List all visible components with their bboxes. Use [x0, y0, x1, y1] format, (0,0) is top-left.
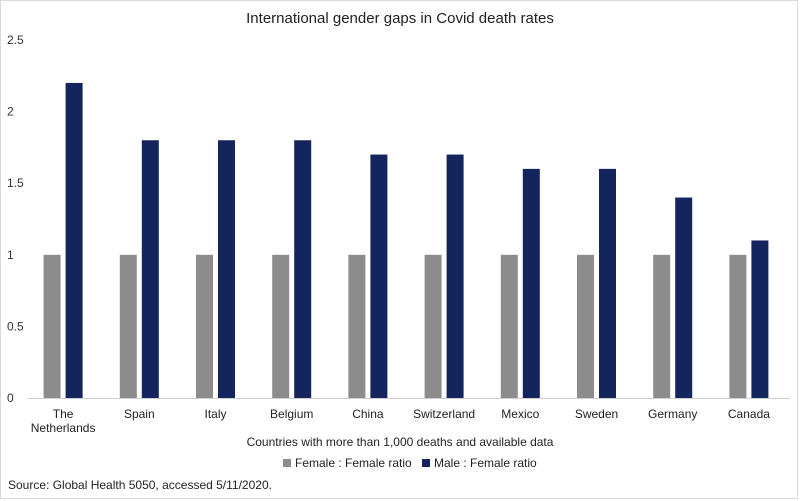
- bar-male-ratio: [446, 154, 464, 398]
- bars: [43, 82, 769, 399]
- bar-female-ratio: [653, 254, 671, 398]
- x-tick-label-line: Netherlands: [31, 421, 96, 435]
- x-tick-label-line: Germany: [648, 407, 697, 421]
- x-tick-label-line: Mexico: [501, 407, 539, 421]
- legend-swatch-female: [283, 459, 291, 467]
- x-tick-label-line: Italy: [204, 407, 226, 421]
- x-tick-label-line: China: [352, 407, 384, 421]
- bar-male-ratio: [218, 140, 235, 399]
- x-tick-label: Mexico: [501, 407, 539, 421]
- legend-swatch-male: [422, 459, 430, 467]
- x-tick-label: Canada: [728, 407, 770, 421]
- y-tick-label: 1: [7, 248, 14, 262]
- y-tick-label: 0: [7, 391, 14, 405]
- bar-female-ratio: [43, 254, 61, 398]
- bar-male-ratio: [675, 197, 693, 398]
- x-axis-label: Countries with more than 1,000 deaths an…: [247, 435, 554, 449]
- x-tick-label-line: Switzerland: [413, 407, 475, 421]
- bar-male-ratio: [599, 168, 616, 398]
- x-tick-label: Switzerland: [413, 407, 475, 421]
- x-tick-label-line: Sweden: [575, 407, 618, 421]
- x-tick-label-line: The: [53, 407, 74, 421]
- bar-male-ratio: [65, 82, 83, 399]
- chart-title: International gender gaps in Covid death…: [246, 10, 554, 27]
- bar-female-ratio: [424, 254, 442, 398]
- y-axis-ticks: 0 0.5 1 1.5 2 2.5: [7, 33, 24, 405]
- x-tick-label: Spain: [124, 407, 155, 421]
- y-tick-label: 0.5: [7, 319, 24, 333]
- bar-chart: International gender gaps in Covid death…: [7, 10, 790, 470]
- y-tick-label: 1.5: [7, 176, 24, 190]
- bar-female-ratio: [119, 254, 137, 398]
- bar-male-ratio: [522, 168, 540, 398]
- bar-male-ratio: [751, 240, 769, 398]
- x-axis-categories: The Netherlands Spain Italy Belgium China Swit…: [31, 407, 770, 435]
- x-tick-label: Italy: [204, 407, 226, 421]
- source-note: Source: Global Health 5050, accessed 5/1…: [8, 478, 272, 492]
- bar-male-ratio: [370, 154, 388, 398]
- bar-female-ratio: [577, 254, 594, 398]
- x-tick-label-line: Canada: [728, 407, 770, 421]
- bar-female-ratio: [500, 254, 518, 398]
- x-tick-label: Belgium: [270, 407, 313, 421]
- bar-female-ratio: [729, 254, 747, 398]
- x-tick-label: Germany: [648, 407, 697, 421]
- bar-female-ratio: [196, 254, 213, 398]
- legend: Female : Female ratio Male : Female ratio: [283, 456, 537, 470]
- legend-label-male: Male : Female ratio: [434, 456, 537, 470]
- y-tick-label: 2: [7, 105, 14, 119]
- x-tick-label-line: Belgium: [270, 407, 313, 421]
- bar-male-ratio: [141, 140, 159, 399]
- y-tick-label: 2.5: [7, 33, 24, 47]
- bar-female-ratio: [348, 254, 366, 398]
- bar-male-ratio: [294, 140, 312, 399]
- x-tick-label: China: [352, 407, 384, 421]
- bar-female-ratio: [272, 254, 290, 398]
- x-tick-label: The Netherlands: [31, 407, 96, 435]
- x-tick-label-line: Spain: [124, 407, 155, 421]
- legend-label-female: Female : Female ratio: [295, 456, 412, 470]
- x-tick-label: Sweden: [575, 407, 618, 421]
